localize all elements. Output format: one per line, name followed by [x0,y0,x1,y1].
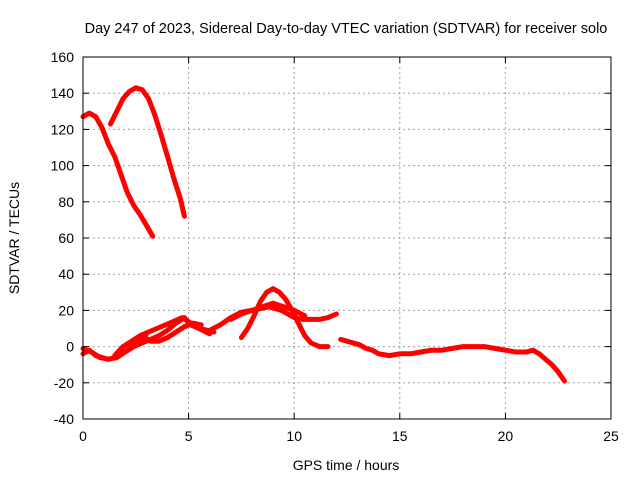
y-tick-label: 120 [51,121,75,137]
y-tick-label: 140 [51,85,75,101]
y-axis-label: SDTVAR / TECUs [6,182,22,294]
series-track-6 [139,320,204,344]
y-tick-label: 20 [58,302,74,318]
axis-ticks: 0 5 10 15 20 25 -40 -20 0 20 40 60 80 100 120 140 160 [51,49,619,444]
y-tick-label: 80 [58,194,74,210]
y-tick-label: 40 [58,266,74,282]
y-tick-label: 60 [58,230,74,246]
y-tick-label: -20 [54,375,74,391]
series-track-8 [238,286,331,350]
x-tick-label: 15 [392,428,408,444]
data-series [80,85,567,384]
x-tick-label: 25 [603,428,619,444]
series-track-10 [338,336,567,384]
grid [83,57,611,419]
chart-title: Day 247 of 2023, Sidereal Day-to-day VTE… [85,21,608,37]
y-tick-label: 0 [66,339,74,355]
series-track-1 [80,110,156,239]
series-track-2 [108,85,187,219]
x-tick-label: 20 [498,428,514,444]
x-tick-label: 5 [185,428,193,444]
y-tick-label: -40 [54,411,74,427]
x-axis-label: GPS time / hours [293,457,400,473]
x-tick-label: 10 [286,428,302,444]
plot-frame [82,56,612,420]
x-tick-label: 0 [79,428,87,444]
y-tick-label: 160 [51,49,75,65]
y-tick-label: 100 [51,158,75,174]
series-track-9 [228,300,308,322]
